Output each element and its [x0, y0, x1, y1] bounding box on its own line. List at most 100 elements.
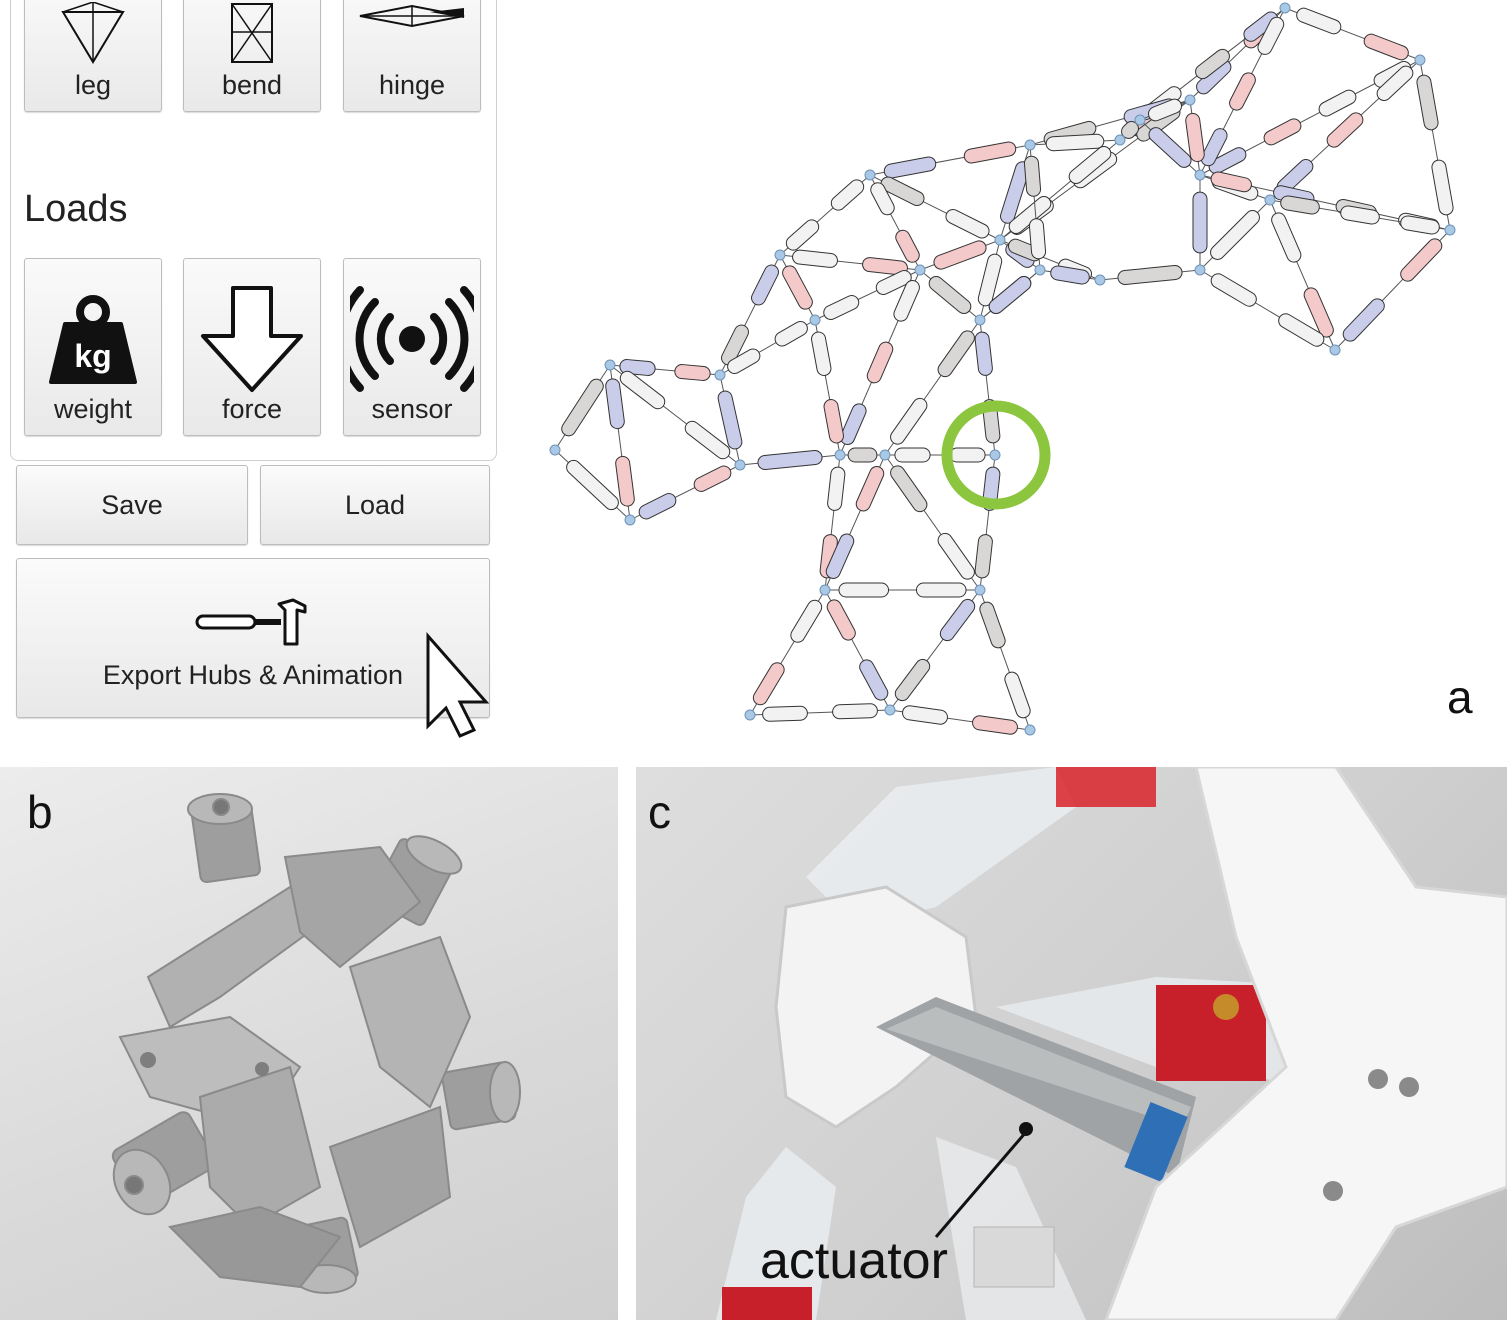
- truss-member: [869, 174, 1001, 241]
- plastic-bottle: [716, 1147, 836, 1320]
- truss-hub[interactable]: [604, 359, 616, 371]
- truss-member: [869, 174, 921, 271]
- truss-hub[interactable]: [819, 584, 831, 596]
- tool-leg-button[interactable]: leg: [24, 0, 162, 112]
- truss-hub[interactable]: [774, 249, 786, 261]
- truss-member: [814, 269, 921, 321]
- truss-member: [779, 249, 921, 276]
- truss-member: [1416, 59, 1454, 231]
- truss-hub[interactable]: [1134, 114, 1146, 126]
- save-button[interactable]: Save: [16, 465, 248, 545]
- plastic-bottle: [806, 767, 1156, 927]
- prototype-photo-panel: c actuator: [636, 767, 1507, 1320]
- printed-hub-model: [111, 793, 521, 1294]
- highlight-ring: [941, 400, 1051, 510]
- export-hubs-animation-button[interactable]: Export Hubs & Animation: [16, 558, 490, 718]
- truss-hub[interactable]: [714, 369, 726, 381]
- truss-member: [979, 269, 1041, 321]
- hub-bracket: [168, 1205, 342, 1289]
- truss-member: [824, 454, 886, 591]
- truss-hub[interactable]: [624, 514, 636, 526]
- truss-member: [889, 589, 981, 711]
- truss-hub[interactable]: [879, 449, 891, 461]
- truss-hub[interactable]: [974, 584, 986, 596]
- tool-bend-button[interactable]: bend: [183, 0, 321, 112]
- truss-member: [811, 319, 844, 456]
- editor-sidebar: leg bend hinge Loads kg weight: [0, 0, 500, 738]
- truss-hub[interactable]: [1024, 724, 1036, 736]
- truss-member: [919, 269, 981, 321]
- tool-force-button[interactable]: force: [183, 258, 321, 436]
- truss-member: [779, 174, 871, 256]
- truss-member: [885, 447, 995, 463]
- tool-weight-button[interactable]: kg weight: [24, 258, 162, 436]
- truss-member: [1199, 7, 1286, 176]
- tool-sensor-label: sensor: [371, 394, 453, 424]
- truss-member: [739, 449, 841, 471]
- truss-members: [554, 7, 1454, 735]
- truss-member: [1269, 59, 1421, 201]
- truss-hub[interactable]: [1414, 54, 1426, 66]
- tool-hinge-button[interactable]: hinge: [343, 0, 481, 112]
- truss-hub[interactable]: [1114, 134, 1126, 146]
- truss-member: [1284, 7, 1421, 61]
- truss-member: [889, 705, 1031, 735]
- truss-hubs: [549, 2, 1456, 736]
- truss-hub[interactable]: [1024, 139, 1036, 151]
- hub-bracket: [283, 845, 422, 969]
- actuated-hub-photo: [716, 767, 1507, 1320]
- truss-structure-viewport[interactable]: [540, 0, 1500, 740]
- truss-hub[interactable]: [744, 709, 756, 721]
- truss-member: [749, 703, 891, 722]
- truss-member: [1029, 133, 1121, 152]
- load-button[interactable]: Load: [260, 465, 490, 545]
- truss-member: [629, 464, 741, 521]
- truss-member: [609, 364, 741, 466]
- pneumatic-actuator: [876, 994, 1239, 1182]
- truss-hub[interactable]: [1194, 264, 1206, 276]
- truss-member: [840, 447, 885, 463]
- truss-member: [884, 454, 981, 591]
- truss-hub[interactable]: [994, 234, 1006, 246]
- truss-member: [779, 254, 816, 321]
- plastic-bottle: [936, 1137, 1086, 1320]
- hub-bracket: [348, 935, 472, 1109]
- truss-hub[interactable]: [809, 314, 821, 326]
- tool-force-label: force: [221, 394, 283, 424]
- truss-hub[interactable]: [884, 704, 896, 716]
- truss-hub[interactable]: [1034, 264, 1046, 276]
- truss-member: [839, 269, 921, 456]
- truss-hub[interactable]: [864, 169, 876, 181]
- tool-sensor-button[interactable]: sensor: [343, 258, 481, 436]
- truss-hub[interactable]: [989, 449, 1001, 461]
- truss-member: [1199, 269, 1336, 351]
- truss-hub[interactable]: [1264, 194, 1276, 206]
- truss-hub[interactable]: [1444, 224, 1456, 236]
- hub-3d-render-panel: b: [0, 767, 618, 1320]
- truss-hub[interactable]: [1279, 2, 1291, 14]
- mouse-pointer-icon: [426, 632, 490, 738]
- truss-hub[interactable]: [549, 444, 561, 456]
- truss-member: [717, 374, 743, 466]
- truss-member: [919, 239, 1001, 271]
- truss-member: [974, 319, 1001, 456]
- truss-hub[interactable]: [834, 449, 846, 461]
- truss-hub[interactable]: [734, 459, 746, 471]
- truss-hub[interactable]: [1094, 274, 1106, 286]
- truss-member: [825, 582, 980, 598]
- bend-icon: [231, 3, 273, 63]
- hinge-icon: [359, 4, 465, 28]
- hub-socket: [441, 1061, 521, 1131]
- panel-c-label: c: [648, 786, 671, 838]
- truss-hub[interactable]: [914, 264, 926, 276]
- truss-hub[interactable]: [974, 314, 986, 326]
- tool-leg-label: leg: [74, 70, 112, 100]
- truss-hub[interactable]: [1329, 344, 1341, 356]
- arrow-down-icon: [201, 286, 303, 392]
- truss-hub[interactable]: [1184, 94, 1196, 106]
- leg-icon: [61, 2, 125, 64]
- truss-hub[interactable]: [1194, 169, 1206, 181]
- truss-member: [1199, 199, 1271, 271]
- truss-member: [605, 364, 635, 521]
- truss-member: [884, 319, 981, 456]
